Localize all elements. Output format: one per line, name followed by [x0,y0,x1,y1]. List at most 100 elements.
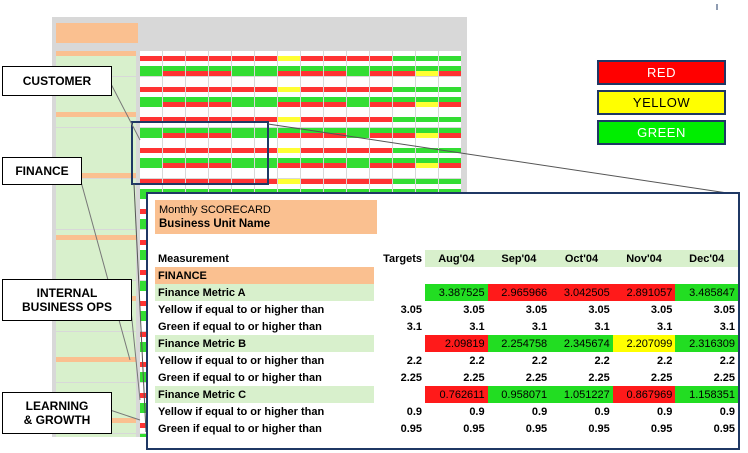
thumbnail-cell [186,173,208,179]
thumbnail-cell [439,178,461,184]
thumbnail-cell [232,173,254,179]
scorecard-zoom-panel: Monthly SCORECARD Business Unit Name Mea… [146,192,740,450]
thumbnail-cell [255,142,277,148]
yellow-threshold-value: 2.2 [531,354,548,367]
thumbnail-cell [140,173,162,179]
thumbnail-cell [209,127,231,133]
thumbnail-cell [370,168,392,174]
thumbnail-row-label [56,178,136,184]
thumbnail-row-label [56,107,136,113]
yellow-threshold-value: 3.05 [463,303,485,316]
thumbnail-cell [301,102,323,107]
thumbnail-cell [140,107,162,113]
yellow-threshold-value: 3.05 [650,303,673,316]
thumbnail-cell [232,102,254,107]
thumbnail-cell [301,112,323,118]
thumbnail-row-label [56,260,136,266]
thumbnail-cell [163,183,185,189]
thumbnail-cell [140,56,162,62]
metric-rows: Finance Metric A 3.387525 2.965966 3.042505… [155,284,738,437]
thumbnail-cell [278,147,300,153]
thumbnail-cell [393,66,415,72]
thumbnail-cell [370,188,392,194]
thumbnail-cell [324,153,346,158]
thumbnail-cell [140,188,162,194]
thumbnail-cell [140,81,162,87]
thumbnail-row-label [56,214,136,220]
thumbnail-row-label [56,377,136,383]
thumbnail-cell [278,112,300,118]
thumbnail-cell [347,71,369,77]
thumbnail-cell [140,178,162,184]
thumbnail-cell [393,86,415,92]
metric-row: Finance Metric C 0.762611 0.958071 1.051227… [155,386,738,403]
thumbnail-cell [186,142,208,148]
thumbnail-cell [186,168,208,174]
thumbnail-cell [140,168,162,174]
thumbnail-cell [439,102,461,107]
thumbnail-cell [209,158,231,164]
header-month: Aug'04 [425,250,488,267]
thumbnail-cell [278,102,300,107]
yellow-threshold-row: Yellow if equal to or higher than 2.2 2.2 2… [155,352,738,369]
thumbnail-cell [140,183,162,189]
yellow-threshold-value: 2.2 [469,354,485,367]
thumbnail-cell [347,178,369,184]
thumbnail-cell [186,96,208,102]
thumbnail-cell [439,107,461,113]
thumbnail-cell [209,51,231,56]
thumbnail-cell [186,112,208,118]
thumbnail-row-label [56,336,136,342]
thumbnail-cell [278,188,300,194]
thumbnail-cell [301,153,323,158]
thumbnail-cell [232,183,254,189]
thumbnail-cell [439,188,461,194]
thumbnail-row-label [56,387,136,393]
thumbnail-cell [416,102,438,107]
thumbnail-cell [301,127,323,133]
thumbnail-cell [347,127,369,133]
label-finance: FINANCE [2,157,82,185]
thumbnail-cell [163,117,185,123]
thumbnail-cell [163,51,185,56]
thumbnail-cell [163,142,185,148]
thumbnail-cell [255,76,277,82]
thumbnail-cell [393,112,415,118]
thumbnail-cell [301,66,323,72]
thumbnail-cell [140,61,162,67]
thumbnail-cell [393,76,415,82]
metric-value-cell: 2.345674 [550,335,613,352]
thumbnail-cell [324,132,346,138]
yellow-threshold-value: 0.9 [594,405,610,418]
thumbnail-cell [370,147,392,153]
thumbnail-cell [163,56,185,62]
thumbnail-cell [278,173,300,179]
thumbnail-cell [163,122,185,128]
thumbnail-row-label [56,372,136,378]
thumbnail-cell [347,56,369,62]
thumbnail-cell [347,91,369,97]
thumbnail-cell [163,153,185,158]
thumbnail-cell [255,127,277,133]
thumbnail-cell [347,163,369,169]
thumbnail-cell [324,173,346,179]
thumbnail-cell [140,66,162,72]
label-customer-text: CUSTOMER [22,74,92,88]
thumbnail-cell [347,142,369,148]
thumbnail-cell [255,132,277,138]
header-targets: Targets [383,252,423,265]
thumbnail-cell [393,107,415,113]
thumbnail-row-label [56,357,136,362]
thumbnail-cell [232,153,254,158]
thumbnail-cell [140,158,162,164]
thumbnail-cell [186,107,208,113]
thumbnail-cell [439,81,461,87]
thumbnail-row-label [56,163,136,169]
thumbnail-cell [163,107,185,113]
thumbnail-cell [416,107,438,113]
thumbnail-cell [278,61,300,67]
thumbnail-row-label [56,158,136,164]
thumbnail-cell [370,56,392,62]
business-unit-name: Business Unit Name [159,218,271,230]
